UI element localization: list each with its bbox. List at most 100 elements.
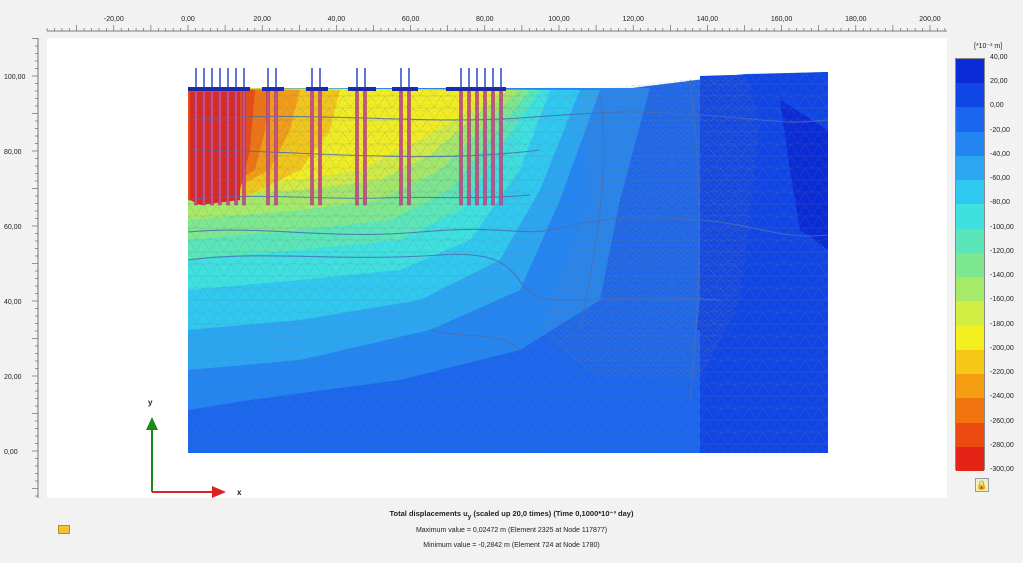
pile[interactable] (407, 90, 411, 206)
pile[interactable] (194, 90, 198, 206)
pile[interactable] (274, 90, 278, 206)
legend-swatch (956, 398, 984, 424)
ruler-x-label: 60,00 (402, 16, 420, 23)
legend-label: -40,00 (990, 150, 1010, 158)
ruler-x-label: 20,00 (253, 16, 271, 23)
pile[interactable] (499, 90, 503, 206)
legend-swatch (956, 325, 984, 351)
legend-label: -300,00 (990, 466, 1014, 473)
legend-label: -20,00 (990, 126, 1010, 134)
y-arrowhead (146, 417, 158, 430)
ruler-x-label: 160,00 (771, 16, 793, 23)
pile[interactable] (399, 90, 403, 206)
x-axis-letter: x (237, 488, 242, 497)
pile[interactable] (310, 90, 314, 206)
legend-label: -240,00 (990, 393, 1014, 401)
pile-cap-plate[interactable] (392, 87, 418, 91)
pile-cap-plate[interactable] (262, 87, 284, 91)
legend-swatch (956, 204, 984, 230)
left-ruler: 100,00 80,00 60,00 40,00 20,00 0,00 (4, 38, 39, 498)
pile[interactable] (242, 90, 246, 206)
color-legend (955, 58, 985, 472)
lock-icon: 🔒 (976, 479, 988, 490)
ruler-y-label: 0,00 (4, 449, 18, 456)
pile[interactable] (202, 90, 206, 206)
ruler-x-label: 80,00 (476, 16, 494, 23)
lock-button[interactable]: 🔒 (975, 478, 989, 492)
legend-label: -140,00 (990, 272, 1014, 280)
ruler-x-label: 180,00 (845, 16, 867, 23)
legend-swatch (956, 155, 984, 181)
legend-label: -80,00 (990, 199, 1010, 207)
legend-label: 40,00 (990, 54, 1008, 61)
ruler-y-label: 100,00 (4, 74, 26, 81)
legend-label: -260,00 (990, 417, 1014, 425)
x-arrowhead (212, 486, 226, 498)
pile[interactable] (459, 90, 463, 206)
pile[interactable] (218, 90, 222, 206)
legend-swatch (956, 277, 984, 302)
ruler-x-label: 100,00 (548, 16, 570, 23)
pile[interactable] (210, 90, 214, 206)
legend-label: -220,00 (990, 369, 1014, 377)
pile[interactable] (355, 90, 359, 206)
legend-swatch (956, 228, 984, 254)
legend-label: -60,00 (990, 175, 1010, 183)
legend-swatch (956, 180, 984, 205)
y-axis-letter: y (148, 398, 153, 407)
minimum-value: Minimum value = -0,2842 m (Element 724 a… (423, 542, 600, 549)
legend-label: -200,00 (990, 344, 1014, 352)
ruler-x-label: 0,00 (181, 16, 195, 23)
ruler-y-label: 40,00 (4, 299, 22, 306)
ruler-x-label: 140,00 (697, 16, 719, 23)
legend-swatch (956, 252, 984, 278)
ruler-x-label: 40,00 (328, 16, 346, 23)
pile[interactable] (467, 90, 471, 206)
legend-label: 20,00 (990, 78, 1008, 86)
legend-swatch (956, 349, 984, 375)
top-ruler: -20,00 0,00 20,00 40,00 60,00 80,00 100,00 120,… (46, 16, 947, 32)
pile-cap-plate[interactable] (446, 87, 506, 91)
pile[interactable] (318, 90, 322, 206)
legend-label: -160,00 (990, 296, 1014, 304)
pile[interactable] (491, 90, 495, 206)
pile-groups[interactable] (188, 68, 506, 206)
ruler-x-label: -20,00 (104, 16, 124, 23)
pile-cap-plate[interactable] (348, 87, 376, 91)
legend-unit: [*10⁻³ m] (974, 43, 1003, 50)
ruler-y-label: 60,00 (4, 224, 22, 231)
clipboard-icon[interactable] (58, 525, 70, 534)
legend-swatch (956, 131, 984, 157)
pile[interactable] (483, 90, 487, 206)
ruler-x-label: 200,00 (919, 16, 941, 23)
legend-label: -120,00 (990, 247, 1014, 255)
legend-swatch (956, 107, 984, 133)
result-title: Total displacements uy (scaled up 20,0 t… (0, 509, 1023, 521)
legend-swatch (956, 374, 984, 399)
legend-swatch (956, 301, 984, 327)
legend-swatch (956, 83, 984, 108)
result-title-sub: y (467, 513, 472, 521)
legend-swatch (956, 446, 984, 472)
pile[interactable] (363, 90, 367, 206)
legend-label: -100,00 (990, 223, 1014, 231)
pile[interactable] (226, 90, 230, 206)
pile[interactable] (266, 90, 270, 206)
soil-model[interactable] (187, 72, 829, 453)
pile-cap-plate[interactable] (306, 87, 328, 91)
maximum-value: Maximum value = 0,02472 m (Element 2325 … (415, 527, 608, 534)
pile[interactable] (234, 90, 238, 206)
legend-swatch (956, 422, 984, 448)
ruler-y-label: 20,00 (4, 374, 22, 381)
ruler-y-label: 80,00 (4, 149, 22, 156)
result-title-rest: (scaled up 20,0 times) (Time 0,1000*10⁻³… (471, 509, 634, 518)
pile-cap-plate[interactable] (188, 87, 250, 91)
result-title-main: Total displacements u (389, 509, 468, 518)
legend-label: 0,00 (990, 102, 1004, 110)
legend-swatch (956, 59, 984, 84)
pile[interactable] (475, 90, 479, 206)
legend-label: -280,00 (990, 441, 1014, 449)
ruler-x-label: 120,00 (622, 16, 644, 23)
axis-indicator: y x (146, 398, 242, 498)
